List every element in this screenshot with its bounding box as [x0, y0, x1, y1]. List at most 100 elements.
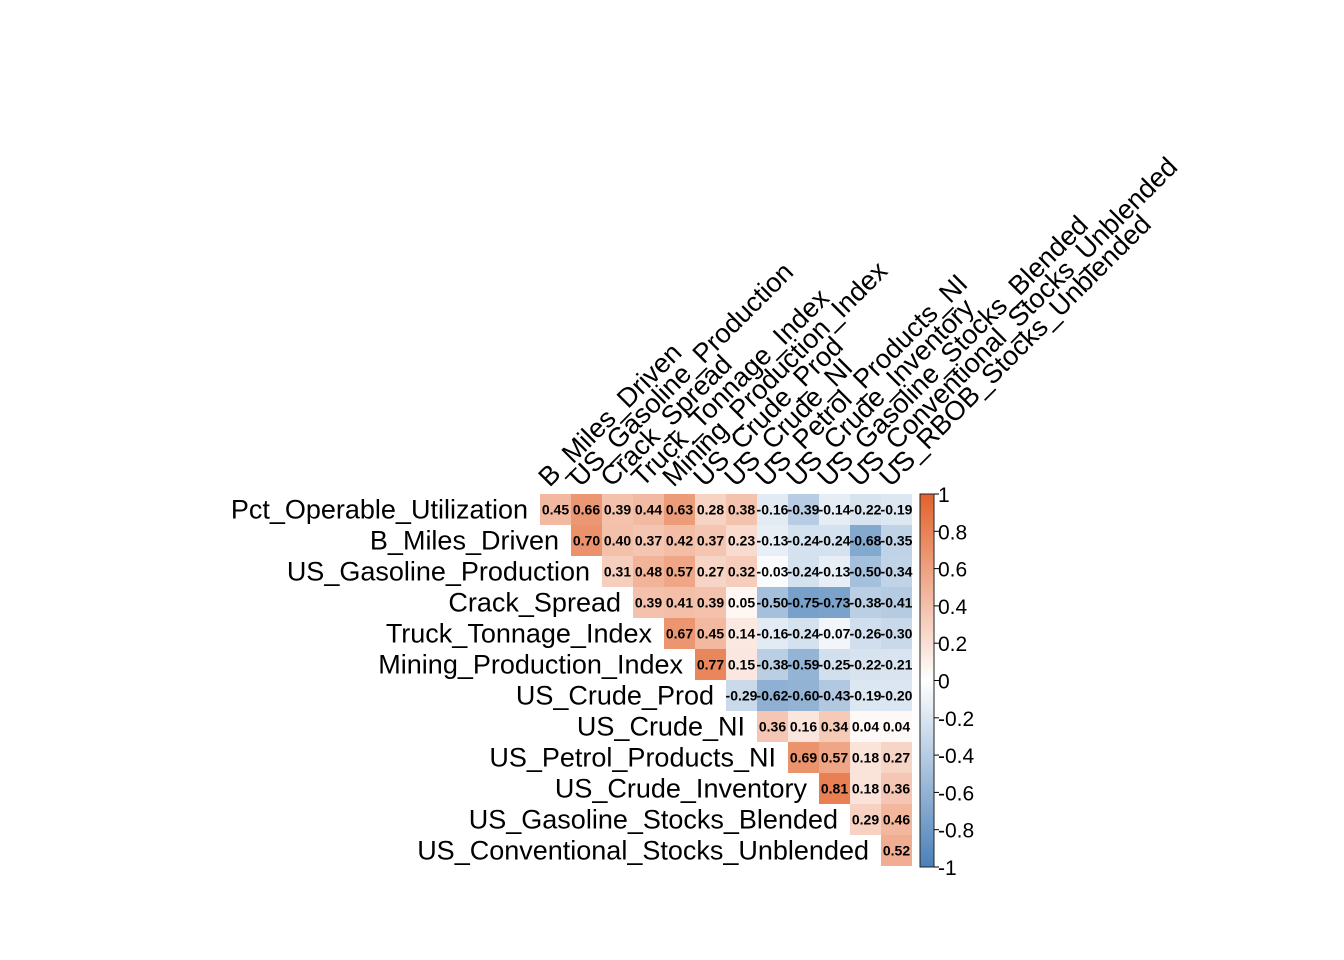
legend-tick-label-0: -1: [938, 857, 957, 880]
cell-value-r1-c8: -0.24: [788, 533, 820, 549]
legend-tick-label-4: -0.2: [938, 708, 974, 731]
row-label-6: US_Crude_Prod: [516, 681, 714, 711]
heatmap-cell-r7-c10: [850, 711, 881, 742]
heatmap-cell-r6-c11: [881, 680, 912, 711]
cell-value-r9-c10: 0.18: [852, 781, 879, 797]
cell-value-r4-c5: 0.45: [697, 626, 724, 642]
cell-value-r0-c3: 0.44: [635, 502, 662, 518]
row-label-0: Pct_Operable_Utilization: [231, 495, 528, 525]
heatmap-cell-r1-c10: [850, 525, 881, 556]
cell-value-r2-c5: 0.27: [697, 564, 724, 580]
cell-value-r4-c8: -0.24: [788, 626, 820, 642]
cell-value-r5-c11: -0.21: [881, 657, 913, 673]
cell-value-r2-c7: -0.03: [757, 564, 789, 580]
cell-value-r3-c7: -0.50: [757, 595, 789, 611]
legend-tick-label-6: 0.2: [938, 633, 967, 656]
heatmap-cell-r0-c1: [571, 494, 602, 525]
cell-value-r5-c10: -0.22: [850, 657, 882, 673]
cell-value-r7-c7: 0.36: [759, 719, 786, 735]
cell-value-r6-c7: -0.62: [757, 688, 789, 704]
heatmap-cell-r1-c11: [881, 525, 912, 556]
row-label-9: US_Crude_Inventory: [555, 774, 808, 804]
cell-value-r4-c4: 0.67: [666, 626, 693, 642]
cell-value-r0-c10: -0.22: [850, 502, 882, 518]
heatmap-cell-r6-c7: [757, 680, 788, 711]
cell-value-r11-c11: 0.52: [883, 843, 910, 859]
cell-value-r2-c8: -0.24: [788, 564, 820, 580]
legend-tick-label-7: 0.4: [938, 596, 968, 619]
row-label-8: US_Petrol_Products_NI: [489, 743, 776, 773]
heatmap-cell-r3-c11: [881, 587, 912, 618]
heatmap-cell-r2-c4: [664, 556, 695, 587]
heatmap-cell-r10-c11: [881, 804, 912, 835]
heatmap-cell-r9-c9: [819, 773, 850, 804]
heatmap-cell-r8-c11: [881, 742, 912, 773]
heatmap-cell-r0-c11: [881, 494, 912, 525]
cell-value-r3-c11: -0.41: [881, 595, 913, 611]
heatmap-cell-r7-c11: [881, 711, 912, 742]
cell-value-r1-c10: -0.68: [850, 533, 882, 549]
cell-value-r5-c6: 0.15: [728, 657, 755, 673]
cell-value-r6-c6: -0.29: [726, 688, 758, 704]
cell-value-r3-c8: -0.75: [788, 595, 820, 611]
cell-value-r6-c9: -0.43: [819, 688, 851, 704]
row-label-3: Crack_Spread: [448, 588, 621, 618]
column-label-9: US_Gasoline_Stocks_Blended: [812, 210, 1094, 492]
cell-value-r5-c9: -0.25: [819, 657, 851, 673]
heatmap-cells: [540, 494, 912, 866]
cell-value-r4-c9: -0.07: [819, 626, 851, 642]
heatmap-cell-r3-c6: [726, 587, 757, 618]
cell-value-r5-c8: -0.59: [788, 657, 820, 673]
cell-value-r1-c2: 0.40: [604, 533, 631, 549]
cell-value-r3-c9: -0.73: [819, 595, 851, 611]
color-legend: -1 -0.8 -0.6 -0.4 -0.2 0 0.2 0.4 0.6 0.8 1: [919, 484, 975, 880]
cell-value-r2-c4: 0.57: [666, 564, 693, 580]
heatmap-cell-r2-c6: [726, 556, 757, 587]
cell-value-r1-c4: 0.42: [666, 533, 693, 549]
cell-value-r0-c11: -0.19: [881, 502, 913, 518]
heatmap-cell-r1-c5: [695, 525, 726, 556]
heatmap-cell-r6-c8: [788, 680, 819, 711]
cell-value-r10-c10: 0.29: [852, 812, 879, 828]
heatmap-cell-r5-c11: [881, 649, 912, 680]
heatmap-cell-r0-c8: [788, 494, 819, 525]
heatmap-cell-r4-c7: [757, 618, 788, 649]
heatmap-cell-r6-c10: [850, 680, 881, 711]
cell-value-r0-c6: 0.38: [728, 502, 755, 518]
heatmap-cell-r3-c9: [819, 587, 850, 618]
heatmap-cell-r0-c3: [633, 494, 664, 525]
heatmap-cell-r1-c7: [757, 525, 788, 556]
heatmap-cell-r5-c9: [819, 649, 850, 680]
heatmap-cell-r11-c11: [881, 835, 912, 866]
legend-ticks: -1 -0.8 -0.6 -0.4 -0.2 0 0.2 0.4 0.6 0.8 1: [934, 484, 975, 880]
cell-value-r6-c8: -0.60: [788, 688, 820, 704]
heatmap-cell-values: 0.45 0.66 0.39 0.44 0.63 0.28 0.38 -0.16 -0.39 -0…: [542, 502, 913, 859]
cell-value-r6-c11: -0.20: [881, 688, 913, 704]
legend-tick-label-2: -0.6: [938, 782, 974, 805]
heatmap-cell-r5-c6: [726, 649, 757, 680]
cell-value-r1-c7: -0.13: [757, 533, 789, 549]
cell-value-r0-c1: 0.66: [573, 502, 600, 518]
heatmap-cell-r1-c2: [602, 525, 633, 556]
heatmap-cell-r9-c11: [881, 773, 912, 804]
row-labels: Pct_Operable_UtilizationB_Miles_DrivenUS…: [231, 495, 869, 866]
row-label-2: US_Gasoline_Production: [287, 557, 590, 587]
heatmap-cell-r1-c6: [726, 525, 757, 556]
row-label-7: US_Crude_NI: [577, 712, 745, 742]
row-label-11: US_Conventional_Stocks_Unblended: [417, 836, 869, 866]
cell-value-r1-c9: -0.24: [819, 533, 851, 549]
cell-value-r10-c11: 0.46: [883, 812, 910, 828]
cell-value-r0-c9: -0.14: [819, 502, 851, 518]
legend-tick-label-10: 1: [938, 484, 950, 507]
cell-value-r0-c5: 0.28: [697, 502, 724, 518]
cell-value-r4-c10: -0.26: [850, 626, 882, 642]
cell-value-r0-c0: 0.45: [542, 502, 569, 518]
cell-value-r1-c6: 0.23: [728, 533, 755, 549]
heatmap-cell-r3-c10: [850, 587, 881, 618]
legend-tick-label-1: -0.8: [938, 820, 974, 843]
heatmap-cell-r2-c5: [695, 556, 726, 587]
cell-value-r1-c5: 0.37: [697, 533, 724, 549]
heatmap-cell-r1-c3: [633, 525, 664, 556]
cell-value-r2-c11: -0.34: [881, 564, 913, 580]
